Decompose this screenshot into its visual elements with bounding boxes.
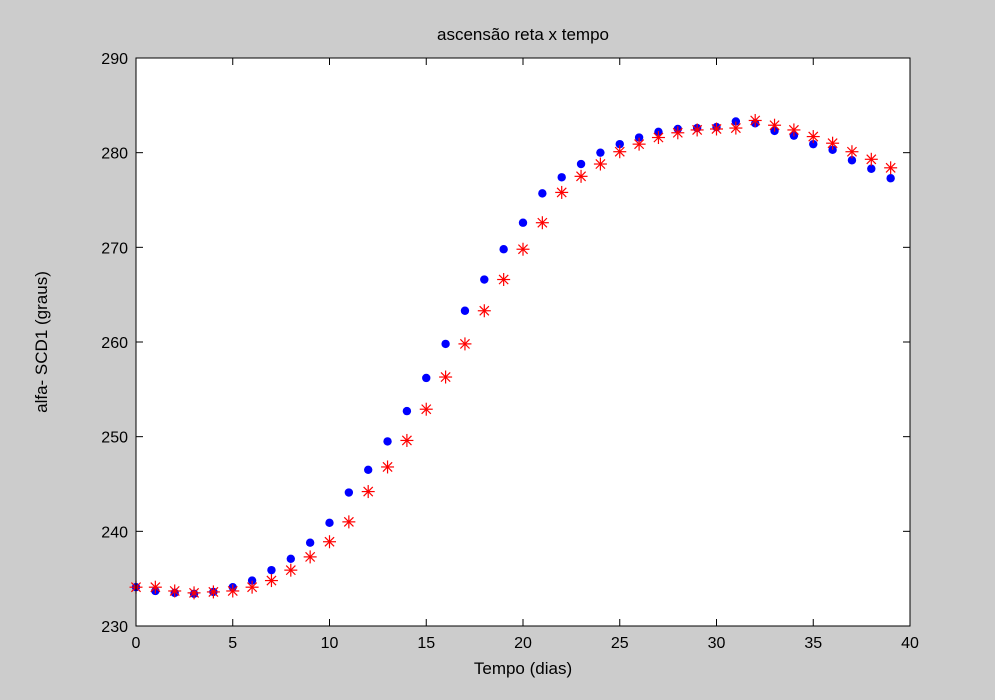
y-tick-label: 240 [101, 524, 128, 541]
data-point-dot [422, 373, 431, 383]
y-axis-label: alfa- SCD1 (graus) [32, 271, 51, 413]
data-point-dot [886, 174, 895, 183]
data-point-asterisk [826, 136, 840, 150]
data-point-dot [460, 306, 470, 315]
data-point-dot [867, 164, 876, 173]
data-point-asterisk [381, 460, 395, 474]
data-point-asterisk [535, 216, 549, 230]
data-point-asterisk [864, 152, 878, 166]
x-axis-label: Tempo (dias) [474, 659, 572, 678]
data-series [129, 113, 898, 600]
data-point-dot [847, 156, 857, 165]
data-point-asterisk [342, 515, 356, 529]
data-point-dot [576, 159, 586, 169]
data-point-dot [325, 518, 334, 528]
data-point-asterisk [206, 585, 220, 599]
data-point-dot [267, 565, 276, 575]
data-point-dot [828, 145, 837, 155]
data-point-asterisk [806, 130, 820, 144]
data-point-dot [615, 139, 624, 149]
y-tick-label: 230 [101, 619, 128, 636]
data-point-asterisk [671, 126, 685, 140]
data-point-asterisk [400, 433, 414, 447]
x-tick-label: 20 [514, 635, 532, 652]
data-point-asterisk [710, 122, 723, 136]
y-tick-label: 270 [101, 240, 128, 257]
data-point-dot [538, 189, 547, 198]
series-asterisk [129, 113, 898, 600]
data-point-asterisk [361, 485, 375, 499]
y-tick-label: 280 [101, 146, 128, 163]
data-point-dot [383, 437, 392, 446]
data-point-asterisk [613, 145, 627, 159]
data-point-asterisk [226, 584, 240, 598]
x-tick-label: 5 [228, 635, 237, 652]
data-point-dot [286, 554, 295, 563]
y-tick-label: 250 [101, 430, 128, 447]
data-point-asterisk [419, 402, 433, 416]
x-tick-label: 0 [132, 635, 141, 652]
x-tick-label: 30 [708, 635, 726, 652]
data-point-dot [518, 218, 528, 227]
data-point-dot [634, 133, 644, 142]
tick-labels: 0 5 10 15 20 25 30 35 40 230 240 250 260 270 280 290 [101, 51, 919, 652]
x-tick-label: 10 [321, 635, 339, 652]
data-point-dot [247, 576, 257, 585]
data-point-asterisk [187, 586, 201, 600]
data-point-dot [480, 275, 489, 284]
data-point-asterisk [264, 574, 278, 588]
data-point-asterisk [884, 161, 898, 175]
data-point-asterisk [574, 169, 588, 183]
data-point-asterisk [748, 113, 762, 127]
y-tick-label: 290 [101, 51, 128, 68]
data-point-asterisk [439, 370, 453, 384]
data-point-asterisk [845, 145, 859, 159]
data-point-asterisk [690, 123, 704, 137]
x-tick-label: 35 [804, 635, 822, 652]
data-point-dot [402, 406, 412, 416]
data-point-asterisk [555, 185, 569, 199]
data-point-dot [731, 117, 741, 126]
data-point-asterisk [323, 535, 336, 549]
chart-title: ascensão reta x tempo [437, 25, 609, 44]
x-tick-label: 25 [611, 635, 629, 652]
data-point-asterisk [651, 131, 665, 145]
data-point-asterisk [516, 242, 530, 256]
data-point-asterisk [245, 580, 259, 594]
data-point-asterisk [458, 337, 472, 351]
data-point-asterisk [303, 550, 317, 564]
y-tick-label: 260 [101, 335, 128, 352]
x-tick-label: 15 [417, 635, 435, 652]
data-point-dot [557, 173, 566, 182]
data-point-asterisk [168, 584, 182, 598]
data-point-dot [809, 139, 818, 149]
data-point-asterisk [593, 157, 607, 171]
data-point-dot [364, 465, 373, 474]
data-point-asterisk [787, 123, 801, 137]
data-point-dot [305, 538, 315, 547]
data-point-asterisk [632, 137, 646, 151]
data-point-asterisk [497, 273, 511, 287]
data-point-asterisk [148, 580, 162, 594]
data-point-asterisk [768, 118, 782, 132]
x-tick-label: 40 [901, 635, 919, 652]
data-point-dot [596, 148, 605, 157]
axes-box [135, 57, 911, 627]
data-point-dot [441, 339, 450, 349]
plot-area [136, 58, 910, 626]
data-point-asterisk [284, 563, 298, 577]
data-point-asterisk [729, 121, 743, 135]
data-point-asterisk [477, 304, 491, 318]
data-point-dot [344, 488, 354, 497]
data-point-dot [499, 245, 508, 254]
